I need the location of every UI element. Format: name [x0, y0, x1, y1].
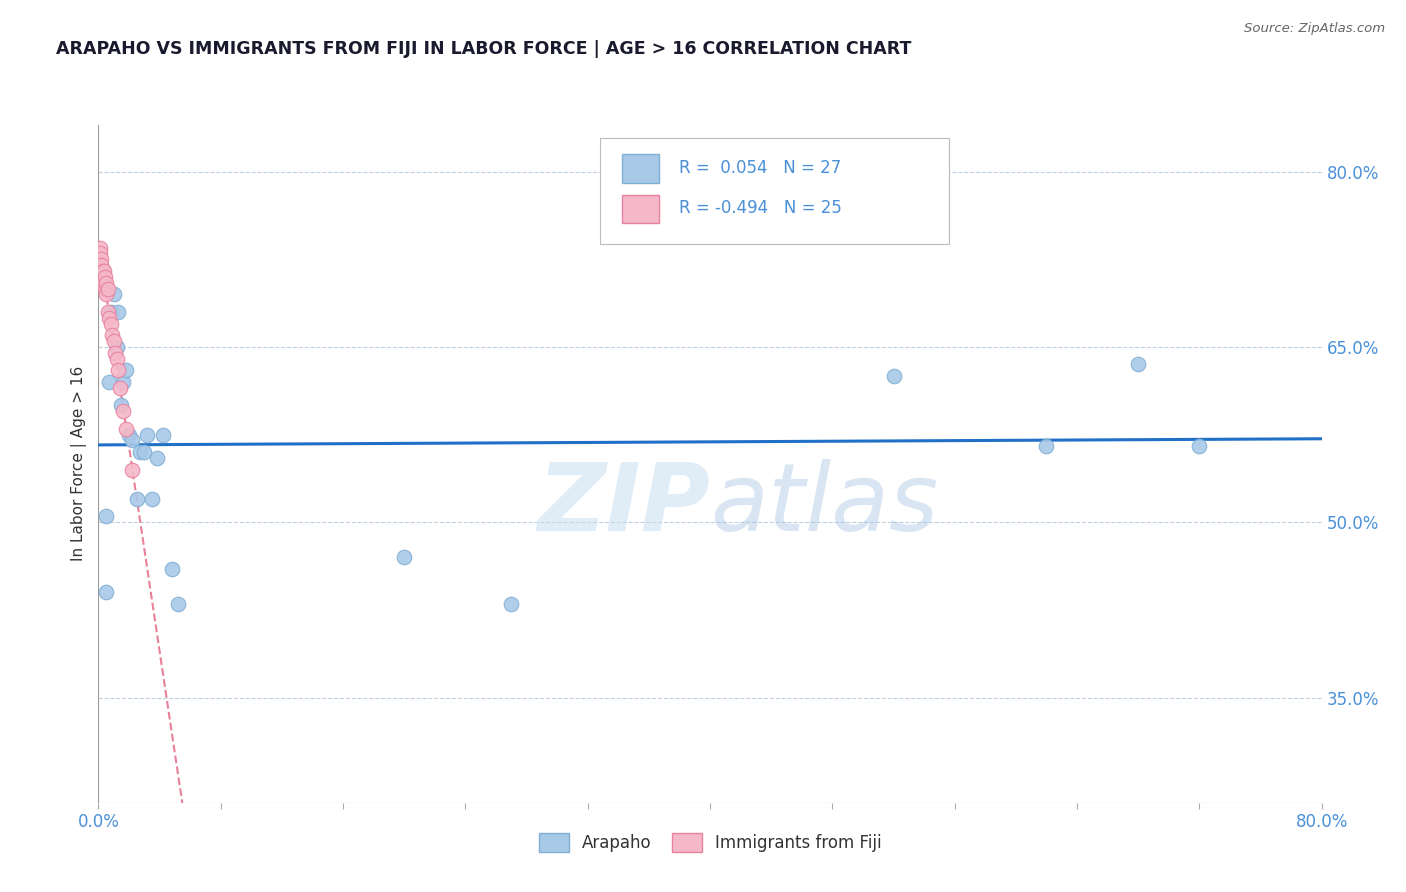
- Point: [111, 404, 134, 418]
- Point: [90, 258, 112, 272]
- Point: [883, 369, 905, 384]
- Point: [94, 287, 117, 301]
- Point: [128, 445, 150, 459]
- Point: [100, 305, 122, 319]
- Point: [97, 281, 120, 295]
- Point: [118, 427, 141, 442]
- Point: [89, 246, 111, 260]
- Point: [93, 264, 115, 278]
- Point: [90, 252, 112, 267]
- Point: [134, 445, 156, 459]
- Point: [1035, 439, 1057, 453]
- Point: [89, 241, 111, 255]
- Point: [103, 287, 125, 301]
- Point: [110, 398, 132, 412]
- Text: ARAPAHO VS IMMIGRANTS FROM FIJI IN LABOR FORCE | AGE > 16 CORRELATION CHART: ARAPAHO VS IMMIGRANTS FROM FIJI IN LABOR…: [56, 40, 911, 58]
- Point: [1188, 439, 1211, 453]
- Point: [160, 562, 183, 576]
- Text: atlas: atlas: [710, 459, 938, 550]
- Point: [121, 463, 143, 477]
- Point: [108, 381, 131, 395]
- Point: [98, 375, 121, 389]
- Point: [1128, 358, 1150, 372]
- Point: [90, 269, 112, 284]
- Point: [105, 351, 128, 366]
- Text: R = -0.494   N = 25: R = -0.494 N = 25: [679, 199, 842, 218]
- Text: R =  0.054   N = 27: R = 0.054 N = 27: [679, 159, 842, 177]
- FancyBboxPatch shape: [621, 154, 658, 183]
- Point: [100, 317, 122, 331]
- Point: [115, 363, 138, 377]
- Point: [136, 427, 159, 442]
- Point: [115, 422, 138, 436]
- Point: [93, 269, 115, 284]
- Point: [94, 585, 117, 599]
- Point: [125, 491, 148, 506]
- Point: [97, 305, 120, 319]
- Text: ZIP: ZIP: [537, 458, 710, 550]
- FancyBboxPatch shape: [621, 194, 658, 223]
- Text: Source: ZipAtlas.com: Source: ZipAtlas.com: [1244, 22, 1385, 36]
- Point: [121, 434, 143, 448]
- Point: [392, 550, 416, 565]
- Point: [94, 509, 117, 524]
- Point: [167, 597, 190, 611]
- Point: [501, 597, 523, 611]
- Point: [103, 334, 125, 348]
- Point: [93, 281, 115, 295]
- Point: [104, 346, 127, 360]
- Point: [94, 276, 117, 290]
- Point: [111, 375, 134, 389]
- Point: [107, 363, 129, 377]
- Point: [152, 427, 174, 442]
- FancyBboxPatch shape: [600, 138, 949, 244]
- Point: [91, 276, 114, 290]
- Point: [101, 328, 124, 343]
- Y-axis label: In Labor Force | Age > 16: In Labor Force | Age > 16: [70, 367, 87, 561]
- Point: [91, 264, 114, 278]
- Point: [105, 340, 128, 354]
- Point: [107, 305, 129, 319]
- Legend: Arapaho, Immigrants from Fiji: Arapaho, Immigrants from Fiji: [531, 826, 889, 859]
- Point: [145, 450, 167, 465]
- Point: [141, 491, 163, 506]
- Point: [98, 310, 121, 325]
